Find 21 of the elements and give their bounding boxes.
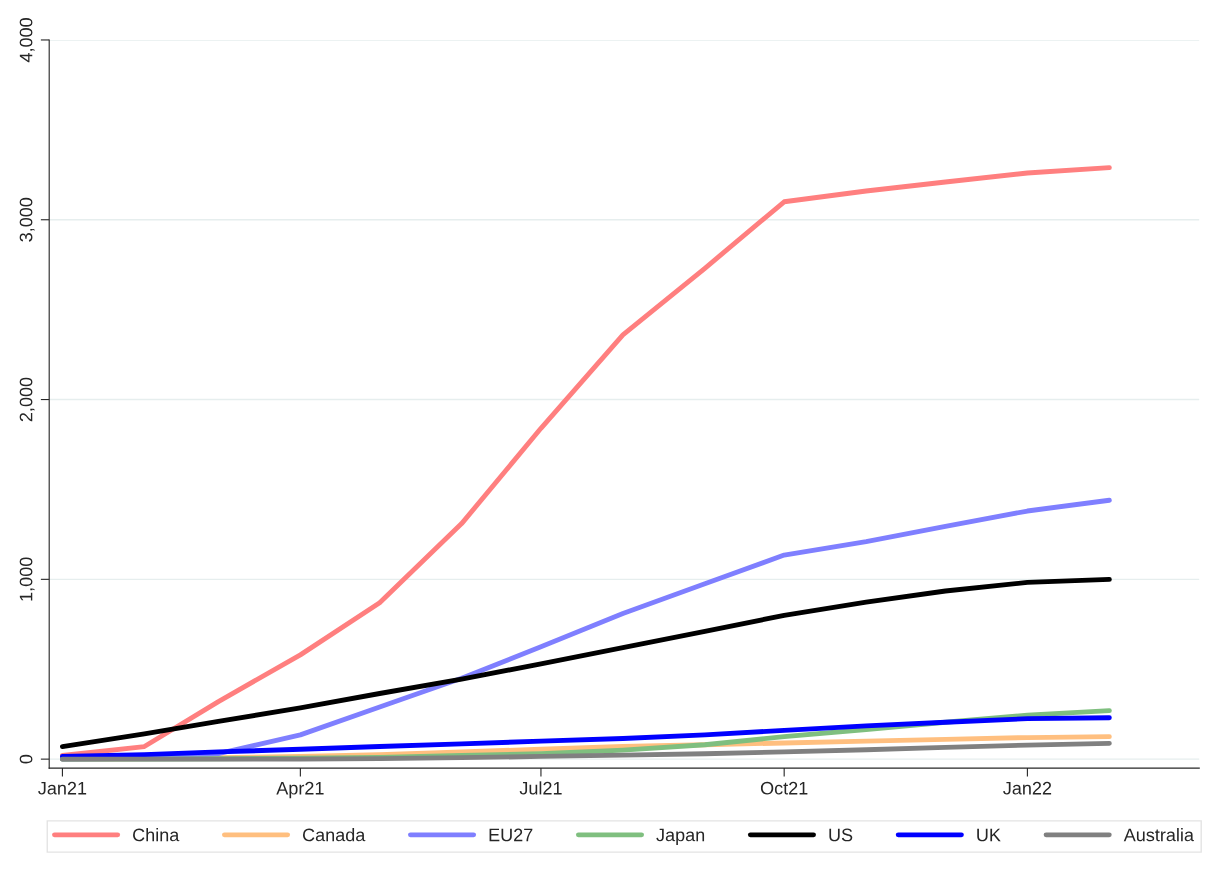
line-series (59, 165, 1112, 758)
x-tick-label: Jan22 (1003, 781, 1052, 795)
x-tick-label: Jul21 (519, 781, 562, 795)
x-tick-label: Oct21 (760, 781, 808, 795)
x-tick-label: Jan21 (38, 781, 87, 795)
legend-label: Canada (302, 828, 366, 842)
y-tick-label: 0 (19, 754, 33, 764)
legend-label: China (133, 828, 180, 842)
line-series (59, 715, 1112, 759)
legend-label: UK (977, 828, 1001, 842)
legend-label: EU27 (489, 828, 533, 842)
y-tick-label: 4,000 (19, 18, 35, 63)
legend-label: US (829, 828, 853, 842)
legend-label: Japan (656, 828, 705, 845)
legend-label: Australia (1123, 828, 1194, 842)
line-series (59, 740, 1112, 762)
x-tick-label: Apr21 (276, 781, 324, 799)
line-series (59, 576, 1112, 749)
y-tick-label: 1,000 (19, 557, 35, 601)
y-tick-label: 3,000 (19, 197, 35, 242)
y-tick-label: 2,000 (19, 377, 35, 422)
